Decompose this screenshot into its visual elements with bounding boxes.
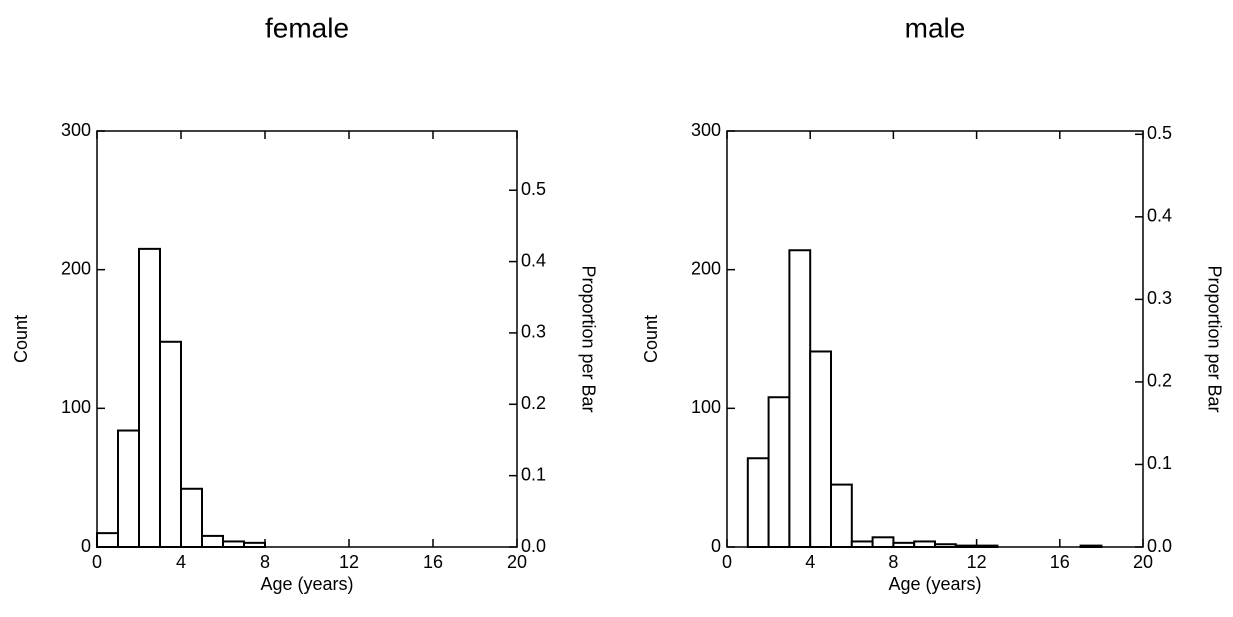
bar bbox=[117, 429, 140, 548]
bar bbox=[850, 540, 874, 548]
plot-frame bbox=[726, 130, 1144, 548]
x-tick-label: 4 bbox=[805, 552, 815, 572]
bar bbox=[159, 340, 182, 549]
y-tick-label: 100 bbox=[61, 397, 91, 417]
y-axis-label: Count bbox=[11, 315, 31, 363]
y2-tick-label: 0.1 bbox=[1147, 453, 1172, 473]
x-tick-label: 12 bbox=[967, 552, 987, 572]
y2-axis-label: Proportion per Bar bbox=[1204, 265, 1224, 412]
y2-tick-label: 0.5 bbox=[521, 179, 546, 199]
bar bbox=[180, 487, 203, 549]
bar bbox=[871, 536, 895, 549]
bar bbox=[913, 540, 937, 548]
chart-title: female bbox=[265, 12, 349, 43]
x-axis-label: Age (years) bbox=[260, 574, 353, 594]
y-tick-label: 100 bbox=[691, 397, 721, 417]
y2-tick-label: 0.4 bbox=[521, 250, 546, 270]
x-tick-label: 4 bbox=[176, 552, 186, 572]
bar bbox=[201, 534, 224, 549]
x-tick-label: 8 bbox=[260, 552, 270, 572]
x-tick-label: 0 bbox=[722, 552, 732, 572]
x-tick-label: 16 bbox=[423, 552, 443, 572]
y2-tick-label: 0.0 bbox=[521, 536, 546, 556]
bar bbox=[830, 483, 853, 549]
x-tick-label: 20 bbox=[507, 552, 527, 572]
x-tick-label: 16 bbox=[1050, 552, 1070, 572]
chart-title: male bbox=[905, 12, 966, 43]
bar bbox=[222, 540, 245, 548]
y-tick-label: 200 bbox=[61, 258, 91, 278]
y-tick-label: 0 bbox=[711, 536, 721, 556]
y2-tick-label: 0.3 bbox=[1147, 288, 1172, 308]
x-tick-label: 8 bbox=[888, 552, 898, 572]
y2-tick-label: 0.1 bbox=[521, 464, 546, 484]
y2-tick-label: 0.2 bbox=[1147, 371, 1172, 391]
bar bbox=[767, 396, 791, 548]
x-axis-label: Age (years) bbox=[888, 574, 981, 594]
y-tick-label: 0 bbox=[81, 536, 91, 556]
y-tick-label: 200 bbox=[691, 258, 721, 278]
y-tick-label: 300 bbox=[61, 120, 91, 140]
y-axis-label: Count bbox=[641, 315, 661, 363]
bar bbox=[138, 247, 161, 548]
x-tick-label: 0 bbox=[92, 552, 102, 572]
y2-axis-label: Proportion per Bar bbox=[578, 265, 598, 412]
y2-tick-label: 0.3 bbox=[521, 322, 546, 342]
bar bbox=[746, 457, 770, 548]
y-tick-label: 300 bbox=[691, 120, 721, 140]
plot-frame bbox=[96, 130, 518, 548]
y2-tick-label: 0.5 bbox=[1147, 123, 1172, 143]
bar bbox=[809, 350, 833, 549]
bar bbox=[788, 249, 812, 548]
bar bbox=[96, 532, 119, 549]
y2-tick-label: 0.4 bbox=[1147, 206, 1172, 226]
y2-tick-label: 0.0 bbox=[1147, 536, 1172, 556]
x-tick-label: 12 bbox=[339, 552, 359, 572]
y2-tick-label: 0.2 bbox=[521, 393, 546, 413]
x-tick-label: 20 bbox=[1133, 552, 1153, 572]
